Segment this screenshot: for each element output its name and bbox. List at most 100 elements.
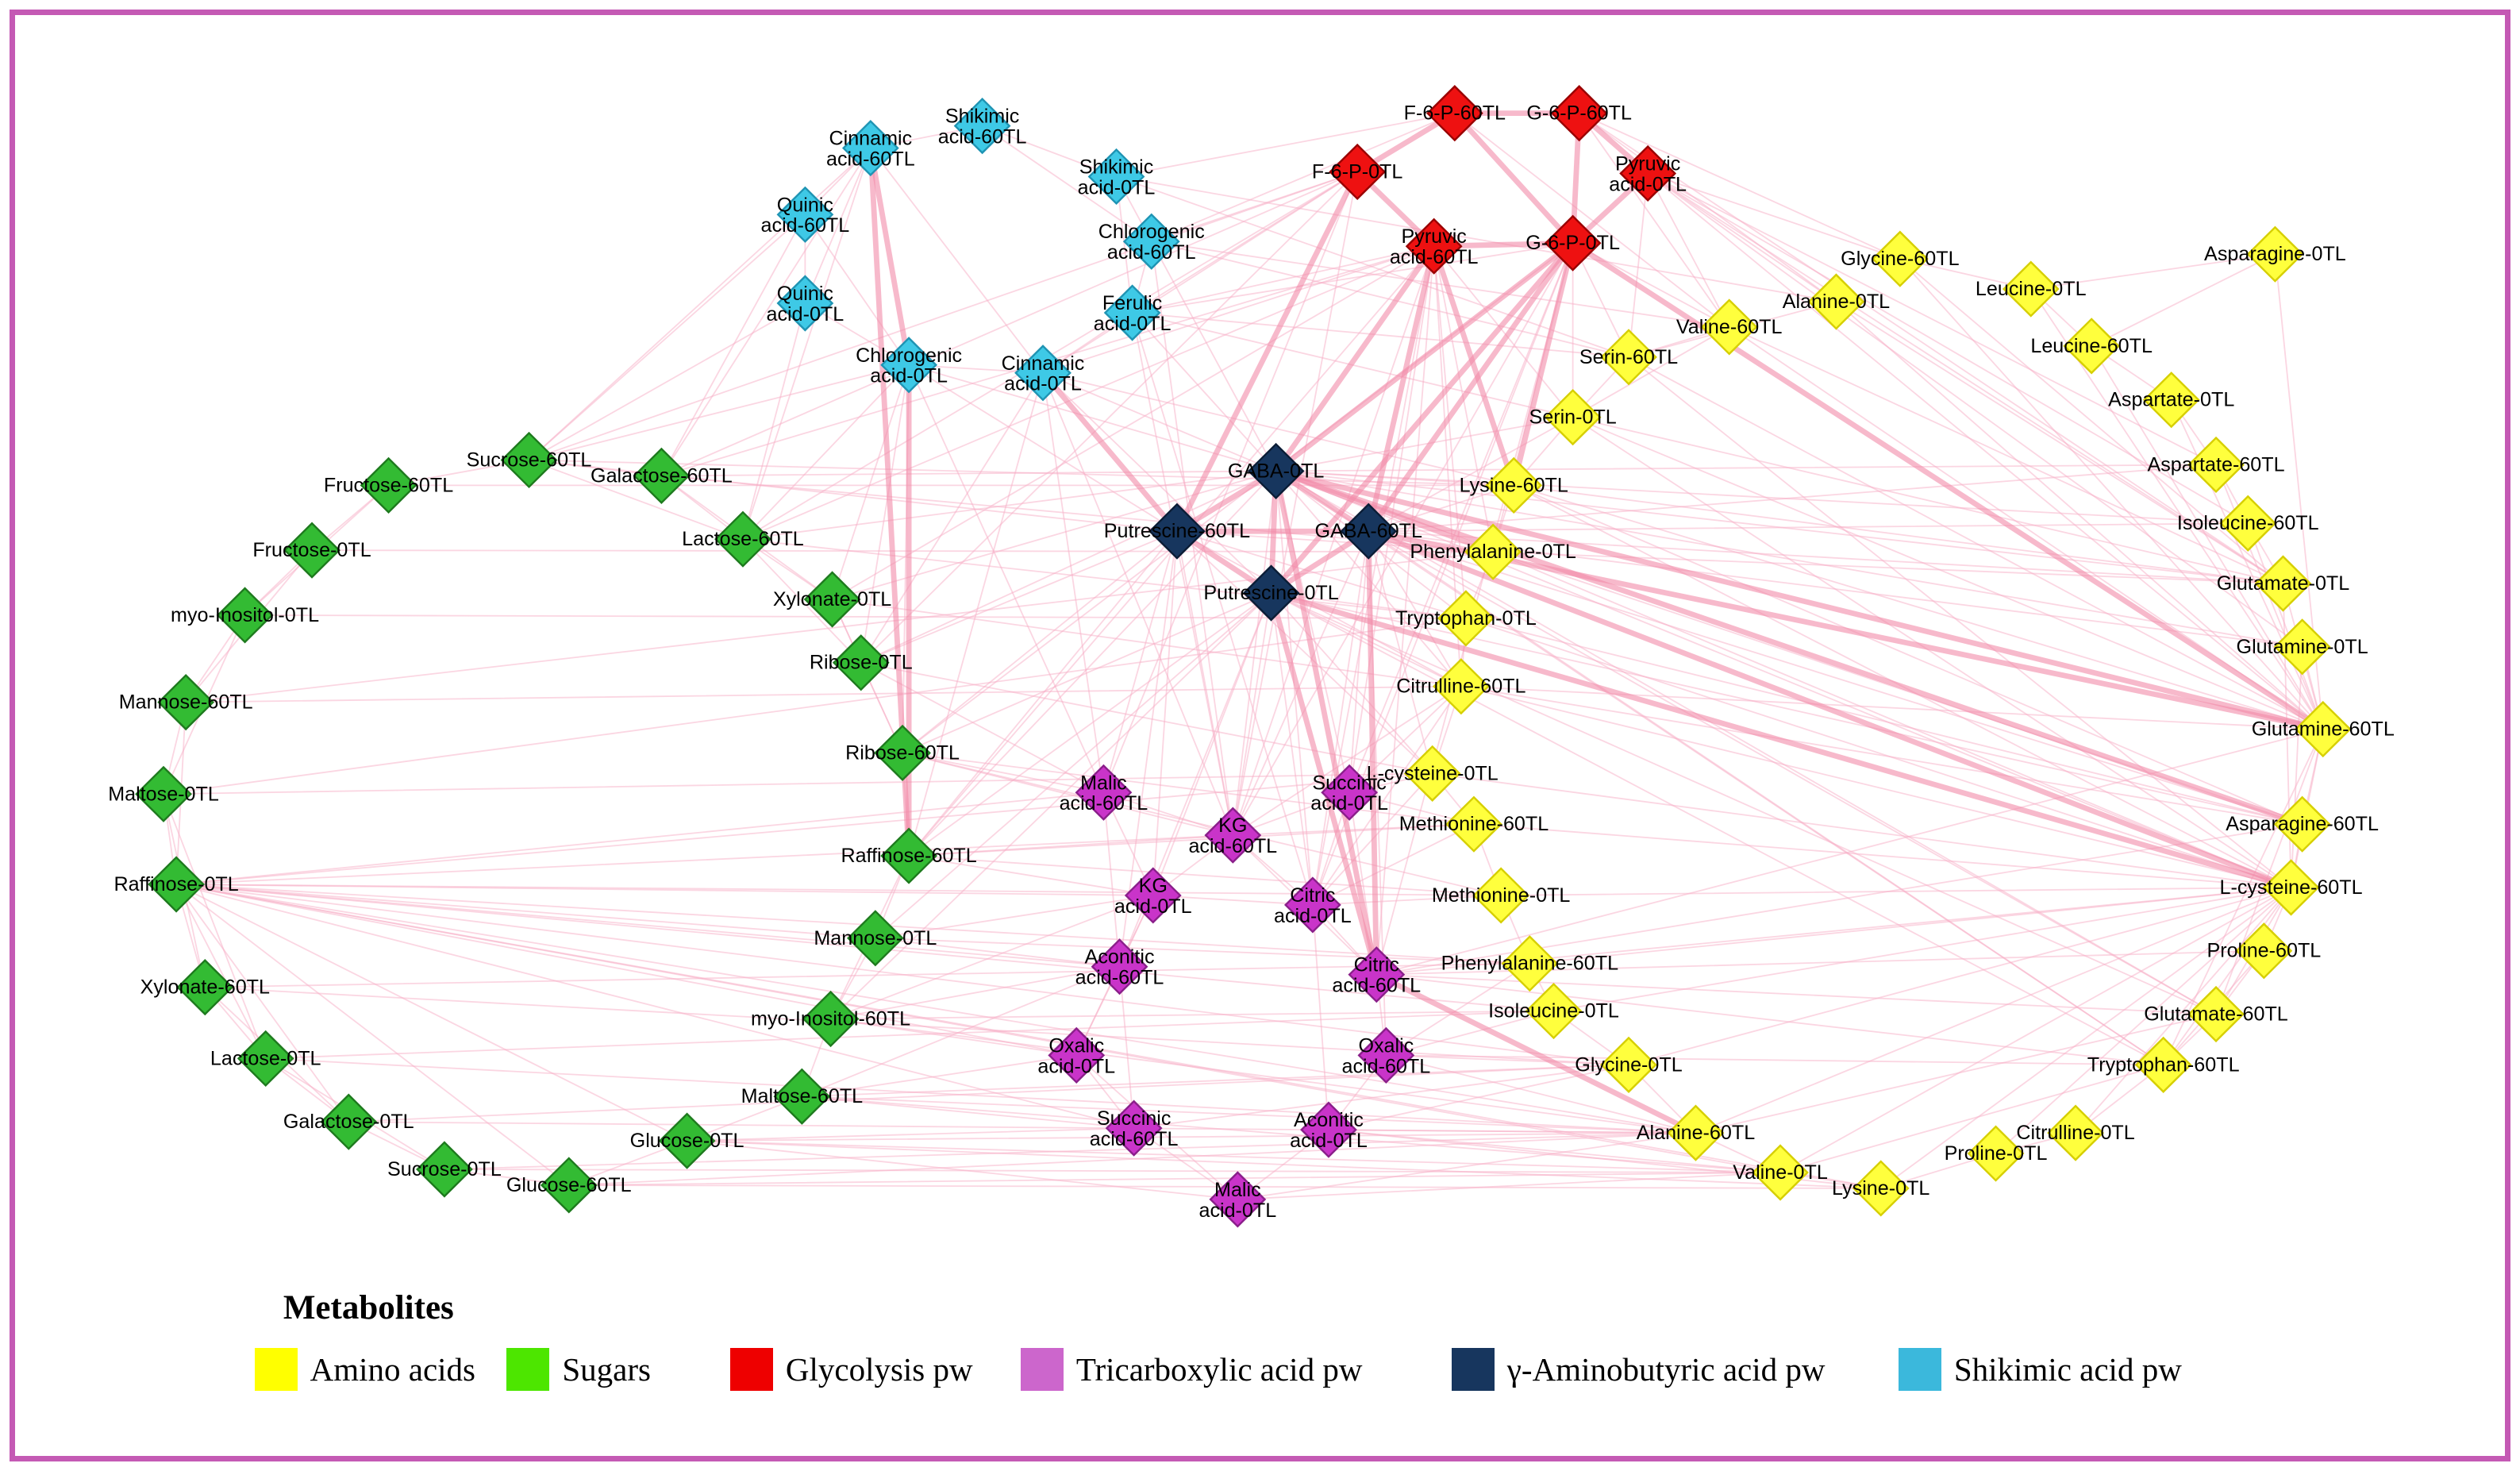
node-pyruvic-acid-60tl[interactable]: Pyruvic acid-60TL — [1390, 218, 1479, 275]
node-shikimic-acid-60tl[interactable]: Shikimic acid-60TL — [938, 98, 1027, 155]
node-phenylalanine-60tl[interactable]: Phenylalanine-60TL — [1441, 935, 1619, 992]
node-raffinose-0tl[interactable]: Raffinose-0TL — [113, 856, 239, 913]
node-aspartate-60tl[interactable]: Aspartate-60TL — [2147, 436, 2285, 494]
node-gaba-60tl[interactable]: GABA-60TL — [1315, 503, 1423, 560]
edge — [742, 538, 1467, 619]
node-aconitic-acid-60tl[interactable]: Aconitic acid-60TL — [1075, 938, 1164, 995]
node-leucine-0tl[interactable]: Leucine-0TL — [1976, 260, 2087, 318]
node-asparagine-0tl[interactable]: Asparagine-0TL — [2204, 225, 2346, 283]
node-aconitic-acid-0tl[interactable]: Aconitic acid-0TL — [1290, 1101, 1368, 1158]
node-alanine-60tl[interactable]: Alanine-60TL — [1637, 1104, 1755, 1161]
node-fructose-0tl[interactable]: Fructose-0TL — [252, 522, 371, 579]
legend-swatch-gaba — [1451, 1348, 1495, 1392]
node-valine-60tl[interactable]: Valine-60TL — [1676, 298, 1783, 356]
node-f-6-p-60tl[interactable]: F-6-P-60TL — [1404, 85, 1506, 142]
edge — [1647, 172, 1837, 302]
node-quinic-acid-0tl[interactable]: Quinic acid-0TL — [767, 275, 844, 332]
node-lysine-0tl[interactable]: Lysine-0TL — [1832, 1160, 1929, 1217]
edge — [1133, 1064, 1629, 1130]
node-citrulline-60tl[interactable]: Citrulline-60TL — [1396, 658, 1526, 715]
node-serin-0tl[interactable]: Serin-0TL — [1529, 389, 1617, 446]
node-xylonate-0tl[interactable]: Xylonate-0TL — [773, 571, 891, 628]
node-l-cysteine-0tl[interactable]: L-cysteine-0TL — [1367, 745, 1499, 802]
diamond-node-shape — [2219, 495, 2277, 552]
node-serin-60tl[interactable]: Serin-60TL — [1579, 329, 1678, 386]
node-myo-inositol-0tl[interactable]: myo-Inositol-0TL — [171, 587, 319, 644]
node-quinic-acid-60tl[interactable]: Quinic acid-60TL — [761, 186, 850, 243]
node-lysine-60tl[interactable]: Lysine-60TL — [1460, 456, 1568, 514]
node-oxalic-acid-0tl[interactable]: Oxalic acid-0TL — [1037, 1026, 1115, 1084]
node-galactose-60tl[interactable]: Galactose-60TL — [591, 447, 733, 505]
node-layer: Shikimic acid-60TL Cinnamic acid-60TL Shikim… — [108, 85, 2395, 1228]
node-putrescine-0tl[interactable]: Putrescine-0TL — [1203, 564, 1339, 622]
edge — [1131, 242, 1574, 314]
node-cinnamic-acid-60tl[interactable]: Cinnamic acid-60TL — [826, 119, 915, 177]
node-mannose-0tl[interactable]: Mannose-0TL — [814, 910, 937, 967]
node-glycine-60tl[interactable]: Glycine-60TL — [1841, 230, 1960, 287]
node-glucose-60tl[interactable]: Glucose-60TL — [506, 1157, 632, 1214]
node-glutamine-60tl[interactable]: Glutamine-60TL — [2252, 700, 2395, 758]
node-tryptophan-60tl[interactable]: Tryptophan-60TL — [2087, 1036, 2240, 1093]
node-raffinose-60tl[interactable]: Raffinose-60TL — [841, 827, 977, 884]
node-g-6-p-0tl[interactable]: G-6-P-0TL — [1525, 214, 1620, 271]
node-maltose-60tl[interactable]: Maltose-60TL — [741, 1068, 864, 1125]
node-malic-acid-60tl[interactable]: Malic acid-60TL — [1060, 764, 1148, 821]
node-glutamate-0tl[interactable]: Glutamate-0TL — [2217, 555, 2350, 612]
node-aspartate-0tl[interactable]: Aspartate-0TL — [2108, 372, 2234, 429]
node-glutamate-60tl[interactable]: Glutamate-60TL — [2144, 985, 2288, 1043]
node-xylonate-60tl[interactable]: Xylonate-60TL — [140, 959, 270, 1016]
node-kg-acid-0tl[interactable]: KG acid-0TL — [1114, 867, 1192, 924]
node-succinic-acid-60tl[interactable]: Succinic acid-60TL — [1090, 1099, 1179, 1157]
node-g-6-p-60tl[interactable]: G-6-P-60TL — [1526, 85, 1632, 142]
node-maltose-0tl[interactable]: Maltose-0TL — [108, 765, 219, 822]
node-lactose-60tl[interactable]: Lactose-60TL — [682, 510, 804, 568]
node-glycine-0tl[interactable]: Glycine-0TL — [1575, 1036, 1683, 1093]
node-myo-inositol-60tl[interactable]: myo-Inositol-60TL — [751, 990, 910, 1048]
node-shikimic-acid-0tl[interactable]: Shikimic acid-0TL — [1078, 148, 1156, 206]
node-citrulline-0tl[interactable]: Citrulline-0TL — [2016, 1104, 2135, 1161]
node-proline-60tl[interactable]: Proline-60TL — [2206, 922, 2321, 980]
node-proline-0tl[interactable]: Proline-0TL — [1945, 1125, 2048, 1182]
node-sucrose-60tl[interactable]: Sucrose-60TL — [467, 431, 592, 489]
node-cinnamic-acid-0tl[interactable]: Cinnamic acid-0TL — [1002, 345, 1085, 402]
diamond-node-shape — [176, 959, 234, 1016]
node-kg-acid-60tl[interactable]: KG acid-60TL — [1188, 807, 1277, 864]
node-asparagine-60tl[interactable]: Asparagine-60TL — [2226, 795, 2379, 853]
node-galactose-0tl[interactable]: Galactose-0TL — [283, 1093, 414, 1150]
node-f-6-p-0tl[interactable]: F-6-P-0TL — [1312, 143, 1403, 201]
node-methionine-0tl[interactable]: Methionine-0TL — [1432, 867, 1571, 924]
node-ferulic-acid-0tl[interactable]: Ferulic acid-0TL — [1094, 284, 1172, 341]
node-tryptophan-0tl[interactable]: Tryptophan-0TL — [1395, 590, 1537, 647]
edge — [686, 1140, 1781, 1173]
node-alanine-0tl[interactable]: Alanine-0TL — [1783, 273, 1891, 330]
node-valine-0tl[interactable]: Valine-0TL — [1733, 1144, 1828, 1201]
node-label: G-6-P-60TL — [1526, 102, 1632, 125]
node-leucine-60tl[interactable]: Leucine-60TL — [2030, 318, 2153, 375]
node-succinic-acid-0tl[interactable]: Succinic acid-0TL — [1310, 764, 1388, 821]
node-label: Isoleucine-60TL — [2177, 512, 2319, 534]
node-isoleucine-0tl[interactable]: Isoleucine-0TL — [1488, 982, 1619, 1040]
node-sucrose-0tl[interactable]: Sucrose-0TL — [387, 1141, 502, 1198]
edge — [1368, 484, 1515, 533]
node-glutamine-0tl[interactable]: Glutamine-0TL — [2237, 618, 2368, 676]
node-chlorogenic-acid-0tl[interactable]: Chlorogenic acid-0TL — [856, 337, 962, 394]
node-glucose-0tl[interactable]: Glucose-0TL — [630, 1112, 744, 1169]
node-citric-acid-60tl[interactable]: Citric acid-60TL — [1332, 946, 1421, 1003]
node-gaba-0tl[interactable]: GABA-0TL — [1228, 442, 1325, 500]
node-pyruvic-acid-0tl[interactable]: Pyruvic acid-0TL — [1609, 144, 1687, 202]
node-fructose-60tl[interactable]: Fructose-60TL — [324, 456, 453, 514]
node-mannose-60tl[interactable]: Mannose-60TL — [119, 674, 253, 731]
node-label: Quinic acid-60TL — [761, 194, 850, 237]
node-putrescine-60tl[interactable]: Putrescine-60TL — [1104, 503, 1250, 560]
node-malic-acid-0tl[interactable]: Malic acid-0TL — [1198, 1171, 1276, 1228]
node-ribose-0tl[interactable]: Ribose-0TL — [810, 634, 913, 691]
node-methionine-60tl[interactable]: Methionine-60TL — [1399, 795, 1549, 853]
node-phenylalanine-0tl[interactable]: Phenylalanine-0TL — [1410, 523, 1576, 580]
node-l-cysteine-60tl[interactable]: L-cysteine-60TL — [2219, 859, 2363, 916]
node-oxalic-acid-60tl[interactable]: Oxalic acid-60TL — [1342, 1026, 1431, 1084]
node-ribose-60tl[interactable]: Ribose-60TL — [845, 724, 960, 782]
node-lactose-0tl[interactable]: Lactose-0TL — [210, 1030, 321, 1087]
node-chlorogenic-acid-60tl[interactable]: Chlorogenic acid-60TL — [1098, 213, 1205, 270]
node-citric-acid-0tl[interactable]: Citric acid-0TL — [1274, 876, 1352, 934]
node-isoleucine-60tl[interactable]: Isoleucine-60TL — [2177, 495, 2319, 552]
